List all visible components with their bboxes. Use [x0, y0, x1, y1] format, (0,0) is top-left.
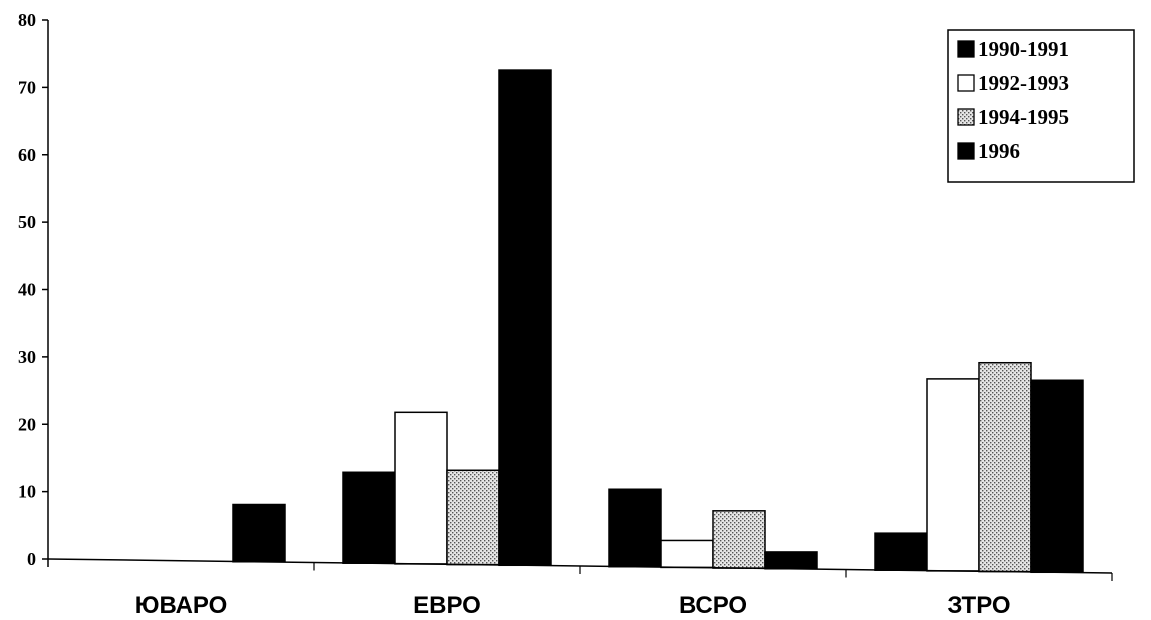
bar: [926, 378, 980, 572]
legend-swatch: [957, 108, 975, 126]
category-labels: ЮВАРО ЕВРО ВСРО ЗТРО: [135, 592, 1011, 619]
category-label: ВСРО: [679, 592, 747, 619]
bar: [978, 361, 1032, 573]
y-tick-label: 80: [18, 10, 36, 30]
legend-label: 1996: [978, 139, 1020, 163]
bar: [232, 503, 286, 563]
bar: [608, 488, 662, 568]
y-tick-label: 30: [18, 347, 36, 367]
y-tick-label: 20: [18, 414, 36, 434]
y-tick-label: 0: [27, 549, 36, 569]
bar: [1030, 379, 1084, 574]
bar: [764, 551, 818, 570]
legend-box: [947, 29, 1135, 183]
bar: [874, 532, 928, 571]
bar: [394, 411, 448, 565]
legend-label: 1994-1995: [978, 105, 1069, 129]
category-label: ЮВАРО: [135, 592, 228, 619]
category-label: ЗТРО: [947, 592, 1010, 619]
bar: [712, 510, 766, 569]
bar: [498, 69, 552, 567]
bar: [660, 539, 714, 569]
y-tick-label: 70: [18, 77, 36, 97]
legend-label: 1992-1993: [978, 71, 1069, 95]
bar: [342, 471, 396, 564]
y-tick-label: 10: [18, 482, 36, 502]
y-tick-label: 40: [18, 280, 36, 300]
y-tick-label: 60: [18, 145, 36, 165]
legend-swatch: [957, 74, 975, 92]
bar: [446, 469, 500, 566]
legend-swatch: [957, 142, 975, 160]
y-tick-label: 50: [18, 212, 36, 232]
y-axis-ticks: 0 10 20 30 40 50 60 70 80: [18, 10, 48, 569]
legend-label: 1990-1991: [978, 37, 1069, 61]
legend-swatch: [957, 40, 975, 58]
bars: [232, 69, 1084, 574]
axes: [47, 20, 1113, 581]
category-label: ЕВРО: [413, 592, 481, 619]
legend: 1990-1991 1992-1993 1994-1995 1996: [947, 29, 1135, 183]
